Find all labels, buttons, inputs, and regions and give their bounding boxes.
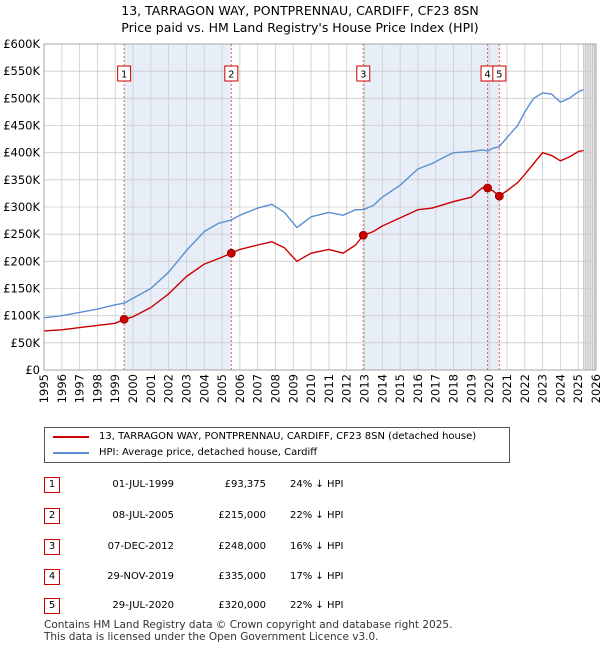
footer-attribution: Contains HM Land Registry data © Crown c…	[44, 619, 452, 643]
y-tick-label: £400K	[3, 146, 40, 160]
y-tick-label: £150K	[3, 282, 40, 296]
x-tick-label: 2008	[268, 374, 282, 403]
x-tick-label: 2011	[322, 374, 336, 403]
sale-number-badge: 1	[44, 477, 60, 493]
x-tick-label: 2004	[197, 374, 211, 403]
legend-swatch-property	[53, 436, 89, 438]
x-tick-label: 2005	[215, 374, 229, 403]
y-tick-label: £200K	[3, 254, 40, 268]
y-tick-label: £550K	[3, 64, 40, 78]
sale-date: 01-JUL-1999	[112, 479, 174, 490]
y-tick-label: £450K	[3, 119, 40, 133]
sale-marker-box	[224, 65, 239, 82]
chart-title-line1: 13, TARRAGON WAY, PONTPRENNAU, CARDIFF, …	[121, 3, 479, 18]
y-tick-label: £0	[25, 363, 40, 377]
x-tick-label: 2013	[358, 374, 372, 403]
x-tick-label: 2002	[162, 374, 176, 403]
x-tick-label: 2007	[251, 374, 265, 403]
sale-point	[483, 183, 492, 193]
y-tick-label: £100K	[3, 309, 40, 323]
sale-date: 29-NOV-2019	[107, 571, 174, 582]
x-tick-label: 2025	[571, 374, 585, 403]
y-tick-label: £50K	[11, 336, 41, 350]
y-tick-label: £350K	[3, 173, 40, 187]
chart-title-line2: Price paid vs. HM Land Registry's House …	[121, 20, 479, 35]
hpi-series-line	[43, 88, 584, 319]
x-tick-label: 2006	[233, 374, 247, 403]
x-tick-label: 2010	[304, 374, 318, 403]
sale-price: £93,375	[224, 479, 266, 490]
footer-line-1: Contains HM Land Registry data © Crown c…	[44, 619, 453, 631]
sale-hpi-diff: 22% ↓ HPI	[290, 600, 344, 611]
sale-date: 07-DEC-2012	[107, 541, 174, 552]
x-tick-label: 2016	[411, 374, 425, 403]
y-tick-label: £500K	[3, 91, 40, 105]
sale-hpi-diff: 17% ↓ HPI	[290, 571, 344, 582]
legend-swatch-hpi	[53, 452, 89, 454]
footer-line-2: This data is licensed under the Open Gov…	[44, 631, 379, 643]
sale-marker-box	[492, 65, 507, 82]
x-tick-label: 1995	[37, 374, 51, 403]
x-tick-label: 2020	[482, 374, 496, 403]
x-tick-label: 2003	[179, 374, 193, 403]
sale-date: 08-JUL-2005	[112, 510, 174, 521]
sale-point	[119, 314, 129, 324]
sale-point	[494, 191, 504, 201]
sale-date: 29-JUL-2020	[112, 600, 174, 611]
sale-number-badge: 3	[44, 539, 60, 555]
chart-title: 13, TARRAGON WAY, PONTPRENNAU, CARDIFF, …	[0, 2, 600, 36]
legend-label-hpi: HPI: Average price, detached house, Card…	[99, 447, 318, 458]
sale-hpi-diff: 24% ↓ HPI	[290, 479, 344, 490]
y-tick-label: £600K	[3, 37, 40, 51]
plot-frame	[43, 43, 597, 371]
x-tick-label: 2021	[500, 374, 514, 403]
x-tick-label: 1997	[73, 374, 87, 403]
sale-point	[226, 248, 236, 258]
sale-marker-label: 4	[484, 70, 490, 81]
x-tick-label: 2022	[518, 374, 532, 403]
x-tick-label: 1999	[108, 374, 122, 403]
x-tick-label: 2026	[589, 374, 600, 403]
x-tick-label: 2018	[447, 374, 461, 403]
legend-label-property: 13, TARRAGON WAY, PONTPRENNAU, CARDIFF, …	[99, 431, 477, 442]
y-tick-label: £250K	[3, 227, 40, 241]
sale-price: £320,000	[218, 600, 266, 611]
x-tick-label: 2001	[144, 374, 158, 403]
x-tick-label: 2017	[429, 374, 443, 403]
sale-price: £215,000	[218, 510, 266, 521]
x-tick-label: 2015	[393, 374, 407, 403]
x-tick-label: 2014	[375, 374, 389, 403]
sale-marker-box	[356, 65, 371, 82]
x-tick-label: 1998	[90, 374, 104, 403]
sale-hpi-diff: 22% ↓ HPI	[290, 510, 344, 521]
sale-number-badge: 5	[44, 598, 60, 614]
y-tick-label: £300K	[3, 200, 40, 214]
sale-price: £248,000	[218, 541, 266, 552]
sale-marker-label: 3	[360, 70, 366, 81]
sale-marker-box	[117, 65, 132, 82]
sale-marker-label: 5	[496, 70, 502, 81]
sale-price: £335,000	[218, 571, 266, 582]
sale-number-badge: 4	[44, 569, 60, 585]
sale-marker-label: 2	[228, 70, 234, 81]
x-tick-label: 1996	[55, 374, 69, 403]
x-tick-label: 2009	[286, 374, 300, 403]
sale-marker-label: 1	[121, 70, 127, 81]
price-chart: £0 £50K £100K £150K £200K £250K £300K £350K £400…	[3, 37, 600, 403]
x-tick-label: 2012	[340, 374, 354, 403]
sale-hpi-diff: 16% ↓ HPI	[290, 541, 344, 552]
legend: 13, TARRAGON WAY, PONTPRENNAU, CARDIFF, …	[44, 427, 510, 463]
x-tick-label: 2000	[126, 374, 140, 403]
sale-point	[358, 230, 368, 240]
sale-number-badge: 2	[44, 508, 60, 524]
x-tick-label: 2019	[464, 374, 478, 403]
x-tick-label: 2024	[553, 374, 567, 403]
x-tick-label: 2023	[536, 374, 550, 403]
